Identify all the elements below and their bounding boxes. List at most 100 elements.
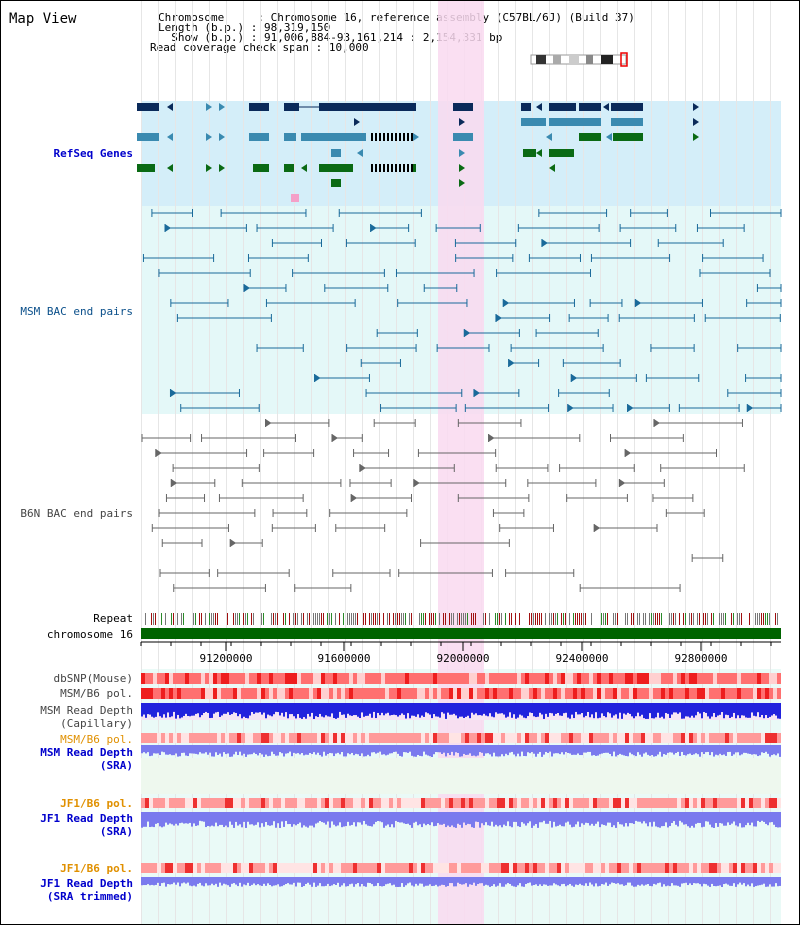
depth-bar — [323, 703, 325, 718]
heat-cell — [721, 798, 725, 808]
heat-cell — [749, 733, 753, 743]
depth-bar — [757, 703, 759, 713]
depth-bar — [293, 812, 295, 825]
repeat-mark — [723, 613, 724, 625]
depth-bar — [287, 877, 289, 884]
depth-bar — [351, 703, 353, 716]
depth-bar — [235, 745, 237, 752]
depth-bar — [583, 812, 585, 825]
depth-bar — [629, 745, 631, 753]
depth-bar — [549, 703, 551, 713]
repeat-mark — [183, 613, 184, 625]
heat-cell — [709, 733, 713, 743]
heat-cell — [625, 863, 629, 873]
heat-cell — [201, 863, 205, 873]
depth-bar — [181, 745, 183, 753]
repeat-mark — [675, 613, 676, 625]
depth-bar — [343, 812, 345, 827]
heat-cell — [629, 733, 633, 743]
depth-bar — [407, 703, 409, 714]
depth-bar — [545, 745, 547, 752]
depth-bar — [775, 877, 777, 884]
depth-bar — [497, 877, 499, 886]
repeat-mark — [769, 613, 770, 625]
heat-cell — [369, 863, 373, 873]
depth-bar — [245, 703, 247, 718]
depth-bar — [747, 745, 749, 754]
depth-bar — [209, 745, 211, 753]
msm-bac-label[interactable]: MSM BAC end pairs — [20, 305, 133, 318]
depth-bar — [725, 877, 727, 884]
depth-bar — [195, 703, 197, 714]
depth-bar — [699, 703, 701, 714]
b6n-bac-label[interactable]: B6N BAC end pairs — [20, 507, 133, 520]
depth-bar — [429, 745, 431, 757]
depth-bar — [203, 812, 205, 822]
depth-bar — [371, 877, 373, 885]
depth-bar — [315, 812, 317, 824]
heat-cell — [393, 798, 397, 808]
depth-bar — [741, 703, 743, 716]
heat-cell — [185, 733, 189, 743]
heat-cell — [681, 688, 685, 699]
repeat-mark — [659, 613, 660, 625]
depth-bar — [563, 812, 565, 827]
heat-cell — [177, 798, 181, 808]
repeat-mark — [467, 613, 468, 625]
depth-bar — [677, 812, 679, 827]
depth-bar — [675, 703, 677, 713]
depth-bar — [175, 812, 177, 824]
heat-cell — [689, 863, 693, 873]
depth-bar — [753, 877, 755, 887]
depth-bar — [547, 745, 549, 753]
depth-bar — [343, 877, 345, 884]
heat-cell — [549, 798, 553, 808]
depth-bar — [363, 812, 365, 821]
heat-cell — [653, 863, 657, 873]
depth-bar — [621, 812, 623, 825]
heat-cell — [257, 733, 261, 743]
depth-bar — [707, 745, 709, 752]
depth-bar — [317, 703, 319, 718]
depth-bar — [277, 703, 279, 713]
depth-bar — [627, 703, 629, 713]
heat-cell — [441, 863, 445, 873]
repeat-mark — [351, 613, 352, 625]
depth-bar — [557, 877, 559, 886]
depth-bar — [159, 877, 161, 886]
depth-bar — [455, 812, 457, 828]
depth-bar — [541, 877, 543, 886]
depth-bar — [725, 703, 727, 715]
depth-bar — [447, 877, 449, 886]
heat-cell — [161, 688, 165, 699]
heat-cell — [733, 863, 737, 873]
heat-cell — [281, 798, 285, 808]
heat-cell — [461, 798, 465, 808]
depth-bar — [191, 745, 193, 754]
depth-bar — [617, 745, 619, 756]
heat-cell — [201, 733, 205, 743]
depth-bar — [495, 812, 497, 825]
depth-bar — [169, 703, 171, 718]
depth-bar — [465, 812, 467, 826]
depth-bar — [733, 877, 735, 884]
repeat-mark — [499, 613, 500, 625]
repeat-mark — [777, 613, 778, 625]
heat-cell — [737, 863, 741, 873]
depth-bar — [175, 877, 177, 885]
depth-bar — [387, 812, 389, 825]
repeat-mark — [511, 613, 512, 625]
heat-cell — [737, 688, 741, 699]
depth-bar — [177, 812, 179, 826]
repeat-mark — [757, 613, 758, 625]
heat-cell — [509, 798, 513, 808]
depth-bar — [189, 745, 191, 754]
heat-cell — [493, 863, 497, 873]
heat-cell — [189, 863, 193, 873]
repeat-mark — [765, 613, 766, 625]
refseq-genes-label[interactable]: RefSeq Genes — [53, 147, 133, 160]
depth-bar — [415, 877, 417, 884]
heat-cell — [349, 798, 353, 808]
heat-cell — [649, 798, 653, 808]
